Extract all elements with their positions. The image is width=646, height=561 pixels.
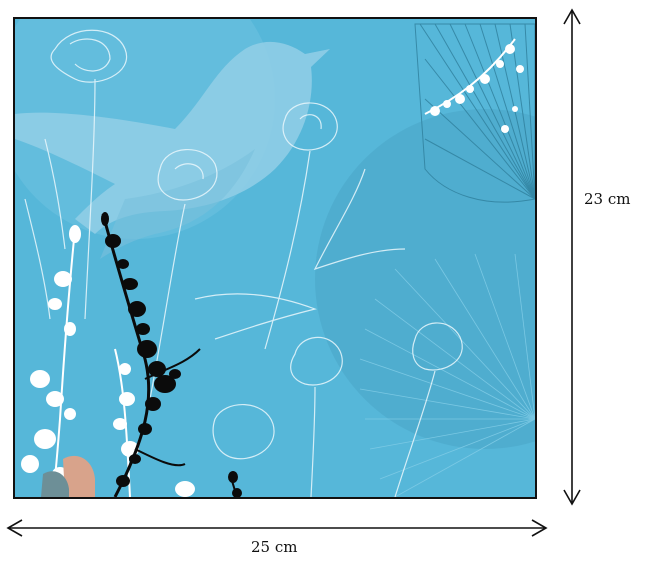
accent-pink-shape [63, 455, 95, 497]
artwork-illustration [15, 19, 535, 497]
background-circle [315, 109, 535, 449]
accent-grey-shape [41, 471, 69, 497]
black-blossom-branch [101, 212, 242, 497]
bird-silhouette [15, 41, 330, 234]
height-label: 23 cm [584, 190, 631, 208]
white-blossom-branch-top [424, 38, 524, 133]
height-dimension-arrow [562, 8, 582, 508]
umbrella-outline [414, 23, 535, 203]
width-label: 25 cm [251, 538, 298, 556]
white-blossom-branch-left [21, 225, 195, 497]
artwork-canvas [13, 17, 537, 499]
umbrella-rays [359, 253, 535, 497]
white-flower-sketches [24, 29, 463, 497]
width-dimension-arrow [6, 518, 550, 538]
